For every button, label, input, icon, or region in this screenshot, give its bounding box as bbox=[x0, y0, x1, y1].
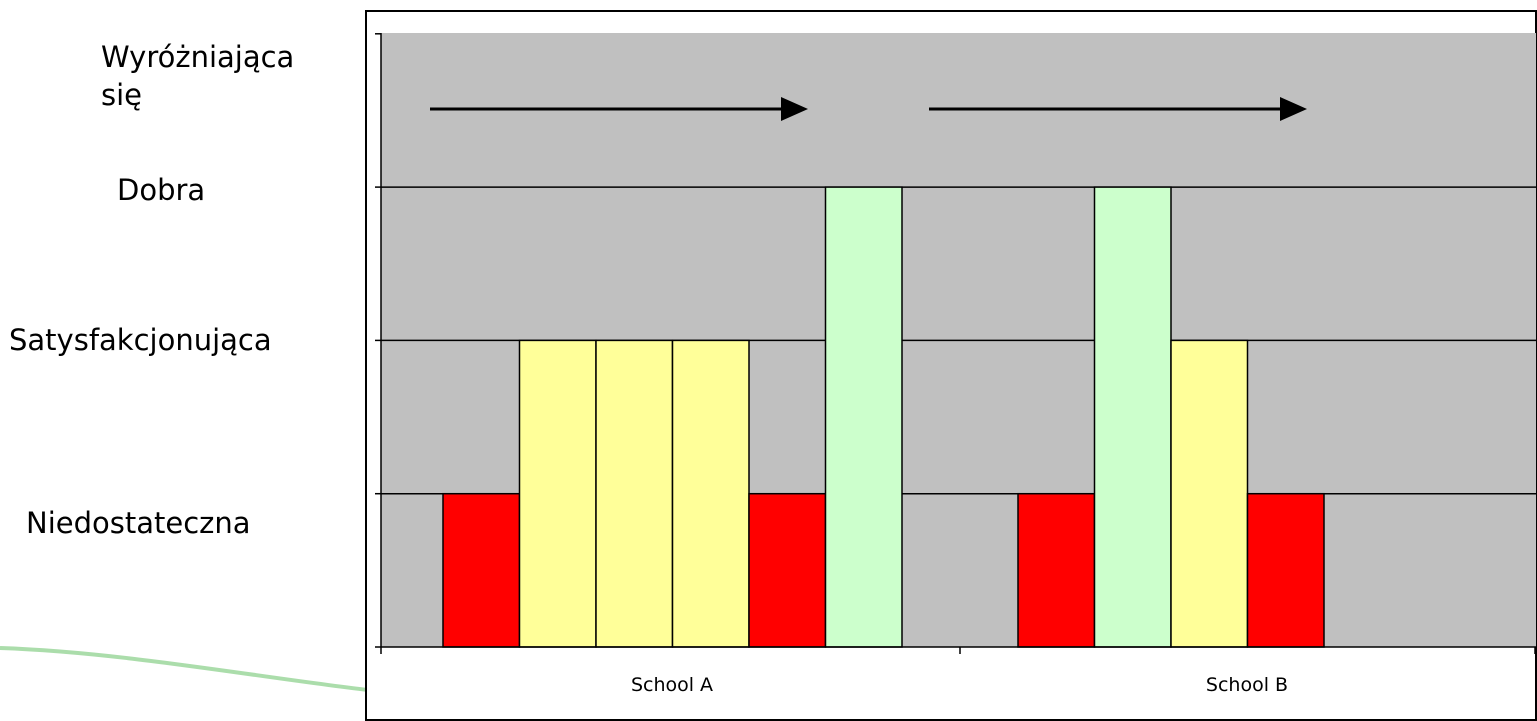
y-level-label-distinguished: Wyróżniająca bbox=[101, 40, 295, 74]
bar bbox=[442, 492, 521, 648]
y-level-label-good: Dobra bbox=[117, 173, 206, 207]
y-level-label-distinguished-line2: się bbox=[101, 78, 143, 112]
arrow-right-icon bbox=[430, 97, 808, 121]
y-level-label-inadequate: Niedostateczna bbox=[26, 506, 251, 540]
bar bbox=[824, 186, 903, 648]
bars-layer bbox=[442, 186, 1325, 648]
y-level-label-satisfactory: Satysfakcjonująca bbox=[9, 323, 272, 357]
x-tick-label-school-a: School A bbox=[630, 674, 714, 696]
x-tick-label-school-b: School B bbox=[1205, 674, 1289, 696]
bar bbox=[1170, 339, 1249, 648]
bar bbox=[748, 492, 827, 648]
bar bbox=[671, 339, 750, 648]
arrow-right-icon bbox=[929, 97, 1307, 121]
decorative-swoosh bbox=[0, 646, 369, 692]
axis-layer bbox=[375, 33, 1536, 654]
bar bbox=[595, 339, 674, 648]
bar bbox=[1017, 492, 1096, 648]
bar bbox=[1093, 186, 1172, 648]
bar bbox=[1246, 492, 1325, 648]
bar bbox=[518, 339, 597, 648]
